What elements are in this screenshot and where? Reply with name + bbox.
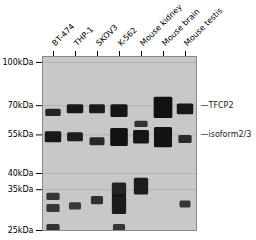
svg-text:100kDa: 100kDa bbox=[3, 58, 34, 67]
svg-text:25kDa: 25kDa bbox=[8, 226, 34, 235]
svg-text:SKOV3: SKOV3 bbox=[94, 23, 119, 48]
svg-text:40kDa: 40kDa bbox=[8, 169, 34, 178]
svg-text:—TFCP2: —TFCP2 bbox=[201, 101, 234, 110]
svg-text:35kDa: 35kDa bbox=[8, 185, 34, 194]
svg-text:Mouse brain: Mouse brain bbox=[160, 6, 202, 48]
svg-text:55kDa: 55kDa bbox=[8, 130, 34, 139]
svg-text:BT-474: BT-474 bbox=[50, 22, 76, 48]
svg-text:—isoform2/3: —isoform2/3 bbox=[201, 130, 252, 139]
svg-text:Mouse testis: Mouse testis bbox=[182, 6, 224, 48]
svg-text:70kDa: 70kDa bbox=[8, 101, 34, 110]
svg-text:THP-1: THP-1 bbox=[72, 25, 96, 49]
svg-text:K-562: K-562 bbox=[116, 26, 138, 48]
svg-text:Mouse kidney: Mouse kidney bbox=[138, 2, 184, 48]
